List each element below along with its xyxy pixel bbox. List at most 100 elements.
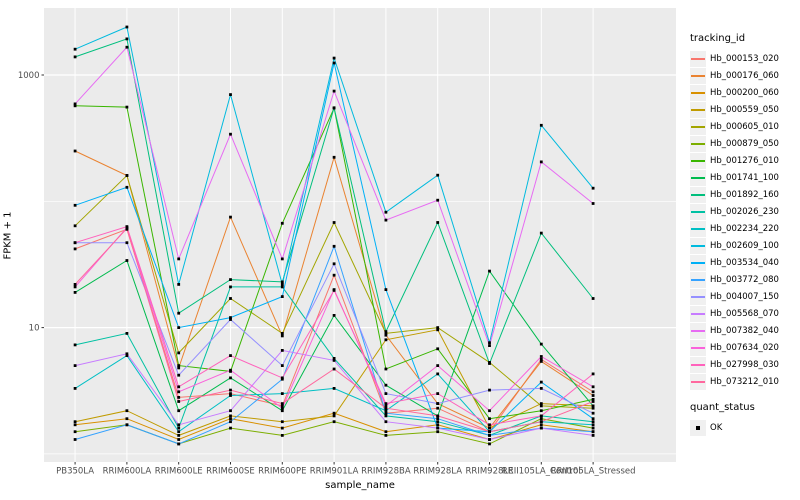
legend-item: Hb_000153_020: [690, 50, 798, 67]
data-point: [177, 434, 181, 437]
legend-item: Hb_000559_050: [690, 101, 798, 118]
legend-key-box: [690, 84, 706, 101]
data-point: [539, 426, 543, 430]
data-point: [332, 314, 336, 317]
data-point: [539, 342, 543, 346]
square-point-icon: [696, 425, 700, 430]
data-point: [73, 247, 77, 251]
legend-item: Hb_003534_040: [690, 254, 798, 271]
data-point: [384, 330, 388, 333]
data-point: [436, 173, 440, 177]
data-point: [591, 202, 595, 205]
data-point: [539, 387, 543, 390]
data-point: [539, 360, 543, 363]
data-point: [280, 221, 284, 225]
data-point: [332, 273, 336, 277]
data-point: [332, 106, 336, 110]
data-point: [488, 341, 491, 345]
data-point: [280, 420, 284, 424]
data-point: [125, 105, 129, 109]
data-point: [539, 404, 543, 408]
data-point: [539, 231, 543, 235]
data-point: [488, 442, 491, 446]
legend: tracking_id Hb_000153_020 Hb_000176_060 Hb…: [690, 33, 798, 436]
legend-label: Hb_000879_050: [710, 138, 779, 149]
data-point: [591, 390, 595, 394]
legend-key-box: [690, 271, 706, 288]
data-point: [280, 426, 284, 430]
data-point: [280, 280, 284, 284]
data-point: [591, 434, 595, 437]
data-point: [591, 400, 595, 403]
data-point: [436, 221, 440, 224]
data-point: [229, 132, 232, 136]
data-point: [332, 244, 336, 248]
line-swatch-icon: [691, 261, 705, 264]
data-point: [332, 221, 336, 224]
data-point: [125, 417, 129, 421]
data-point: [384, 409, 388, 413]
data-point: [591, 430, 595, 434]
data-point: [280, 364, 284, 367]
data-point: [125, 259, 129, 262]
legend-item: Hb_003772_080: [690, 271, 798, 288]
legend-label: Hb_002234_220: [710, 223, 779, 234]
data-point: [332, 359, 336, 362]
legend-key-box: [690, 50, 706, 67]
legend-label: Hb_001892_160: [710, 189, 779, 200]
data-point: [436, 347, 440, 351]
legend-key-box: [690, 322, 706, 339]
data-point: [332, 262, 336, 266]
data-point: [488, 423, 491, 427]
line-swatch-icon: [691, 108, 705, 111]
line-swatch-icon: [691, 210, 705, 213]
line-swatch-icon: [691, 295, 705, 298]
data-point: [229, 278, 232, 281]
data-point: [436, 414, 440, 418]
data-point: [125, 354, 129, 357]
data-point: [177, 366, 181, 370]
data-point: [591, 423, 595, 427]
line-swatch-icon: [691, 57, 705, 60]
data-point: [436, 364, 440, 367]
legend-label: Hb_001741_100: [710, 172, 779, 183]
data-point: [539, 380, 543, 384]
data-point: [488, 388, 491, 392]
data-point: [539, 358, 543, 361]
data-point: [332, 61, 336, 65]
data-point: [280, 409, 284, 413]
legend-item: Hb_005568_070: [690, 305, 798, 322]
data-point: [332, 420, 336, 424]
data-point: [229, 409, 232, 413]
data-point: [436, 372, 440, 376]
data-point: [73, 364, 77, 367]
data-point: [177, 396, 181, 399]
x-tick-label: RRIM600LE: [155, 467, 203, 477]
legend-item: Hb_004007_150: [690, 288, 798, 305]
legend-label: Hb_002609_100: [710, 240, 779, 251]
data-point: [384, 383, 388, 387]
x-tick-label: RRII105LA_Control: [502, 467, 581, 477]
legend-label: Hb_000153_020: [710, 53, 779, 64]
data-point: [177, 423, 181, 427]
data-point: [229, 426, 232, 430]
data-point: [73, 420, 77, 424]
data-point: [488, 438, 491, 441]
legend-key-box: [690, 118, 706, 135]
legend-key-box: [690, 220, 706, 237]
data-point: [384, 333, 388, 337]
data-point: [280, 349, 284, 352]
legend-key-box: [690, 67, 706, 84]
data-point: [125, 352, 129, 356]
legend-item: Hb_000879_050: [690, 135, 798, 152]
legend-label: Hb_003534_040: [710, 257, 779, 268]
data-point: [591, 411, 595, 415]
legend-key-box: [690, 305, 706, 322]
data-point: [125, 227, 129, 230]
data-point: [73, 285, 77, 289]
data-point: [488, 344, 491, 347]
data-point: [488, 362, 491, 365]
data-point: [229, 368, 232, 372]
x-tick-label: RRIM928LA: [413, 467, 462, 477]
legend-item: Hb_073212_010: [690, 373, 798, 390]
